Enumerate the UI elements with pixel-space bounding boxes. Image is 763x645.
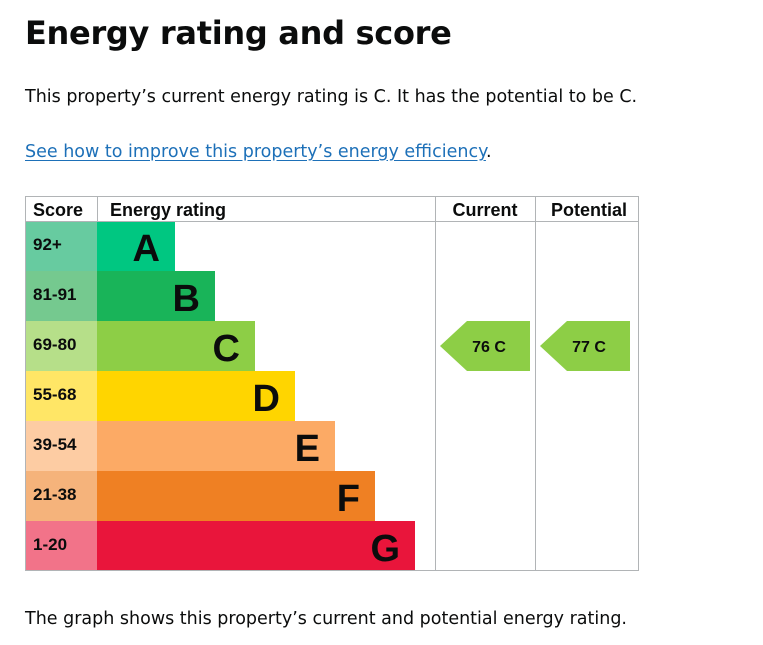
score-range-e: 39-54 (33, 435, 77, 454)
score-range-c: 69-80 (33, 335, 76, 354)
improve-efficiency-link[interactable]: See how to improve this property’s energ… (25, 142, 486, 162)
rating-letter-d: D (253, 378, 280, 420)
potential-rating-arrow (540, 321, 630, 371)
score-range-d: 55-68 (33, 385, 76, 404)
rating-band-f (97, 471, 375, 521)
rating-letter-c: C (213, 328, 240, 370)
bands-layer: 92+ A 81-91 B 69-80 C 55-68 D 39-54 E 21-38 F 1-20 G (25, 221, 415, 571)
score-cell-b (25, 271, 97, 321)
page-title: Energy rating and score (25, 14, 452, 52)
header-potential: Potential (551, 200, 627, 220)
header-score: Score (33, 200, 83, 220)
score-cell-a (25, 221, 97, 271)
rating-letter-a: A (133, 228, 160, 270)
header-current: Current (452, 200, 517, 220)
current-rating-arrow (440, 321, 530, 371)
potential-rating-label: 77 C (572, 339, 606, 356)
score-cell-c (25, 321, 97, 371)
rating-band-d (97, 371, 295, 421)
rating-band-a (97, 221, 175, 271)
score-cell-d (25, 371, 97, 421)
header-energy-rating: Energy rating (110, 200, 226, 220)
rating-band-e (97, 421, 335, 471)
rating-summary: This property’s current energy rating is… (25, 87, 638, 107)
score-cell-f (25, 471, 97, 521)
score-range-f: 21-38 (33, 485, 76, 504)
current-rating-label: 76 C (472, 339, 506, 356)
score-range-a: 92+ (33, 235, 62, 254)
score-range-b: 81-91 (33, 285, 76, 304)
rating-letter-g: G (370, 528, 400, 570)
rating-letter-e: E (295, 428, 320, 470)
link-suffix: . (485, 142, 492, 162)
rating-band-c (97, 321, 255, 371)
rating-band-b (97, 271, 215, 321)
rating-band-g (97, 521, 415, 571)
improve-link-line: See how to improve this property’s energ… (25, 142, 492, 162)
grid-layer (25, 196, 639, 571)
header-row: Score Energy rating Current Potential (33, 200, 627, 220)
rating-letter-b: B (173, 278, 200, 320)
markers-layer: 76 C 77 C (440, 321, 630, 371)
score-cell-e (25, 421, 97, 471)
graph-description: The graph shows this property’s current … (25, 609, 627, 629)
rating-letter-f: F (337, 478, 360, 520)
table-border (25, 196, 639, 571)
score-cell-g (25, 521, 97, 571)
score-range-g: 1-20 (33, 535, 67, 554)
